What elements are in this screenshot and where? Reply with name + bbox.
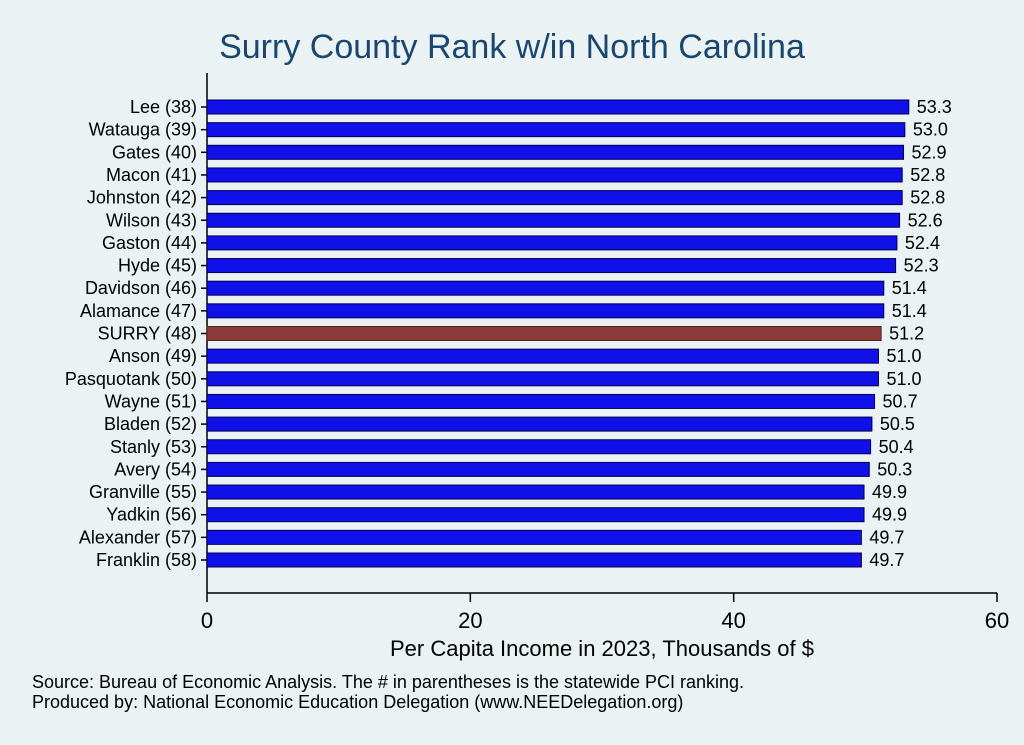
category-label: Pasquotank (50) bbox=[65, 369, 197, 389]
category-label: Johnston (42) bbox=[87, 188, 197, 208]
category-label: Gaston (44) bbox=[102, 233, 197, 253]
bar-value-label: 51.4 bbox=[892, 278, 927, 298]
bar-value-label: 52.4 bbox=[905, 233, 940, 253]
bar bbox=[206, 144, 905, 160]
bar-value-label: 52.6 bbox=[908, 210, 943, 230]
category-label: Alamance (47) bbox=[80, 301, 197, 321]
bar bbox=[206, 99, 910, 115]
source-note: Source: Bureau of Economic Analysis. The… bbox=[32, 672, 745, 692]
category-label: Hyde (45) bbox=[118, 256, 197, 276]
bar bbox=[206, 235, 898, 251]
bar bbox=[206, 258, 897, 274]
bar-value-label: 49.7 bbox=[869, 550, 904, 570]
bar bbox=[206, 348, 879, 364]
bar bbox=[206, 280, 885, 296]
bar bbox=[206, 303, 885, 319]
bar-value-label: 52.8 bbox=[910, 188, 945, 208]
bar-value-label: 52.9 bbox=[912, 142, 947, 162]
bar-value-label: 50.4 bbox=[879, 437, 914, 457]
bar bbox=[206, 416, 873, 432]
category-label: Stanly (53) bbox=[110, 437, 197, 457]
category-label: Lee (38) bbox=[130, 97, 197, 117]
bar bbox=[206, 167, 903, 183]
bar-value-label: 51.2 bbox=[889, 324, 924, 344]
category-label: Watauga (39) bbox=[89, 120, 197, 140]
category-label: Franklin (58) bbox=[96, 550, 197, 570]
bar-value-label: 51.0 bbox=[887, 369, 922, 389]
category-label: Alexander (57) bbox=[79, 527, 197, 547]
category-label: Davidson (46) bbox=[85, 278, 197, 298]
category-label: Anson (49) bbox=[109, 346, 197, 366]
category-label: Macon (41) bbox=[106, 165, 197, 185]
produced-note: Produced by: National Economic Education… bbox=[32, 692, 684, 712]
bar-value-label: 50.7 bbox=[883, 391, 918, 411]
bar bbox=[206, 507, 865, 523]
bar bbox=[206, 484, 865, 500]
bar bbox=[206, 552, 862, 568]
bar bbox=[206, 371, 879, 387]
category-label: Wilson (43) bbox=[106, 210, 197, 230]
chart-title: Surry County Rank w/in North Carolina bbox=[219, 28, 805, 66]
bar-value-label: 50.3 bbox=[877, 459, 912, 479]
category-label: Wayne (51) bbox=[105, 391, 197, 411]
bar bbox=[206, 439, 872, 455]
category-label: SURRY (48) bbox=[98, 324, 197, 344]
bar bbox=[206, 122, 906, 138]
bar-highlight bbox=[206, 326, 882, 341]
bar-value-label: 50.5 bbox=[880, 414, 915, 434]
bar-value-label: 49.9 bbox=[872, 505, 907, 525]
x-tick-label: 0 bbox=[201, 608, 213, 633]
bar-value-label: 52.8 bbox=[910, 165, 945, 185]
bar-value-label: 52.3 bbox=[904, 256, 939, 276]
category-label: Bladen (52) bbox=[104, 414, 197, 434]
category-label: Granville (55) bbox=[89, 482, 197, 502]
bar-value-label: 49.9 bbox=[872, 482, 907, 502]
x-tick-label: 20 bbox=[458, 608, 482, 633]
bar bbox=[206, 212, 901, 228]
x-tick-label: 60 bbox=[985, 608, 1009, 633]
bar-value-label: 53.0 bbox=[913, 120, 948, 140]
x-tick-label: 40 bbox=[721, 608, 745, 633]
bar bbox=[206, 393, 876, 409]
x-axis-label: Per Capita Income in 2023, Thousands of … bbox=[390, 636, 814, 661]
bar-value-label: 51.4 bbox=[892, 301, 927, 321]
bar bbox=[206, 529, 862, 545]
bar bbox=[206, 461, 870, 477]
bar-value-label: 49.7 bbox=[869, 527, 904, 547]
category-label: Gates (40) bbox=[112, 142, 197, 162]
bar bbox=[206, 190, 903, 206]
bar-value-label: 53.3 bbox=[917, 97, 952, 117]
category-label: Yadkin (56) bbox=[106, 505, 197, 525]
category-label: Avery (54) bbox=[114, 459, 197, 479]
bar-value-label: 51.0 bbox=[887, 346, 922, 366]
